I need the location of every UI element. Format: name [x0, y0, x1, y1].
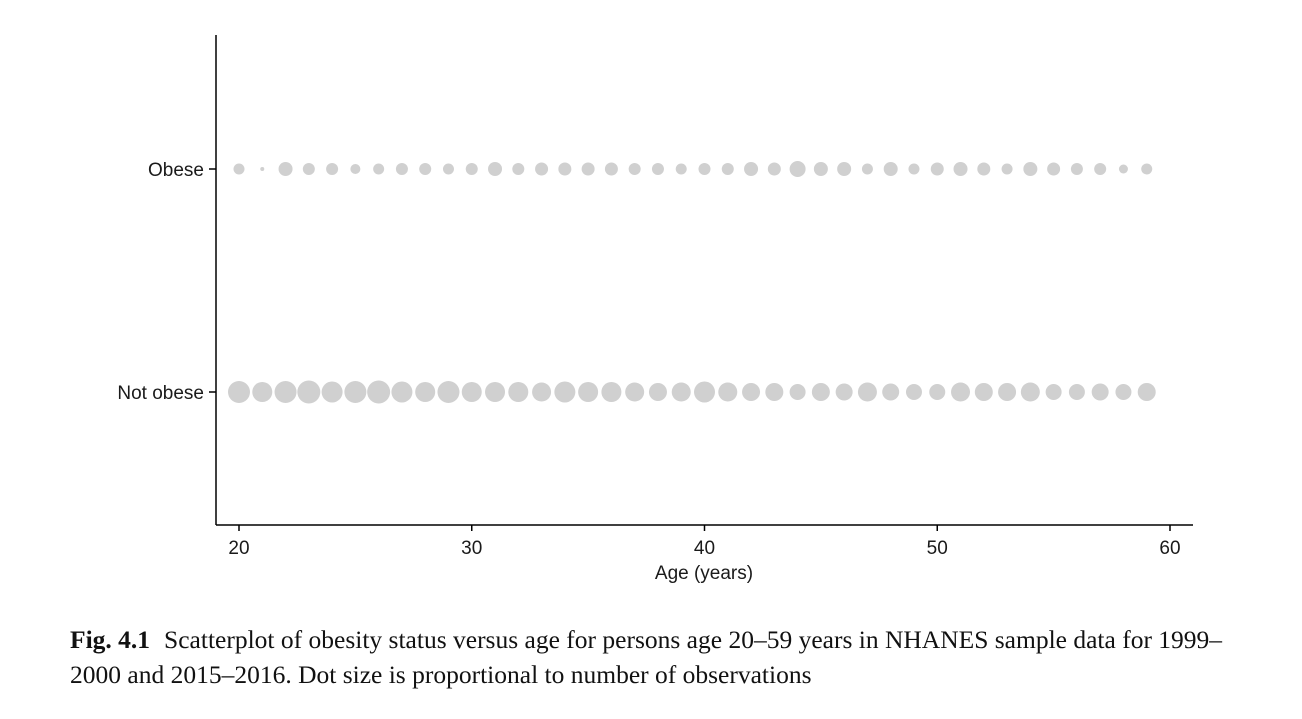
data-point: [252, 382, 273, 402]
data-point: [442, 163, 454, 175]
scatter-plot: 20 30 40 50 60 Not obese Obese Age (years): [117, 35, 1193, 584]
data-point: [671, 382, 691, 402]
caption-text: Scatterplot of obesity status versus age…: [70, 625, 1223, 689]
data-point: [532, 382, 552, 402]
data-point: [508, 382, 529, 402]
data-point: [974, 383, 993, 401]
data-point: [367, 380, 391, 404]
data-point: [260, 167, 265, 171]
data-point: [765, 383, 784, 401]
data-point: [1118, 164, 1128, 174]
data-point: [744, 162, 759, 176]
data-point: [813, 162, 828, 176]
data-point: [326, 163, 339, 175]
data-point: [461, 382, 482, 402]
figure-label: Fig. 4.1: [70, 625, 151, 654]
data-point: [951, 382, 971, 402]
data-point: [930, 162, 944, 176]
data-point: [675, 163, 687, 175]
data-point: [278, 162, 293, 176]
data-point: [391, 381, 413, 403]
data-point: [1091, 383, 1109, 401]
data-point: [350, 164, 361, 174]
series-not-obese: [228, 380, 1156, 404]
data-point: [1141, 163, 1153, 175]
data-point: [395, 163, 408, 175]
data-point: [415, 382, 436, 402]
data-points: [228, 161, 1156, 404]
data-point: [857, 382, 877, 402]
x-tick-label: 40: [694, 538, 715, 559]
data-point: [882, 383, 900, 401]
data-point: [929, 384, 946, 400]
y-tick-label: Obese: [148, 160, 204, 181]
x-tick-label: 50: [927, 538, 948, 559]
data-point: [953, 162, 968, 176]
data-point: [628, 163, 641, 175]
data-point: [297, 380, 321, 404]
data-point: [419, 163, 432, 175]
data-point: [837, 162, 852, 176]
series-obese: [233, 161, 1153, 177]
data-point: [883, 162, 898, 176]
data-point: [648, 383, 667, 401]
data-point: [625, 382, 645, 402]
data-point: [373, 163, 385, 175]
data-point: [535, 162, 549, 176]
data-point: [694, 381, 715, 403]
data-point: [578, 382, 599, 402]
figure-caption: Fig. 4.1 Scatterplot of obesity status ve…: [70, 622, 1250, 692]
data-point: [558, 162, 572, 176]
data-point: [718, 382, 738, 402]
data-point: [488, 162, 503, 176]
y-axis-ticks: Not obese Obese: [117, 160, 216, 404]
data-point: [977, 162, 991, 176]
data-point: [581, 162, 595, 176]
data-point: [512, 163, 525, 175]
data-point: [905, 384, 922, 400]
axes: [215, 35, 1193, 526]
data-point: [789, 384, 806, 400]
data-point: [1023, 162, 1038, 176]
data-point: [789, 161, 806, 177]
x-axis-ticks: 20 30 40 50 60: [228, 525, 1181, 559]
data-point: [228, 381, 250, 403]
data-point: [344, 381, 367, 403]
data-point: [1070, 163, 1083, 175]
data-point: [321, 381, 343, 403]
data-point: [1115, 384, 1132, 400]
data-point: [485, 382, 506, 402]
data-point: [767, 162, 781, 176]
data-point: [274, 381, 297, 403]
data-point: [721, 163, 734, 175]
data-point: [651, 163, 664, 175]
x-tick-label: 30: [461, 538, 482, 559]
data-point: [742, 383, 761, 401]
data-point: [1020, 382, 1040, 402]
data-point: [601, 382, 622, 402]
y-tick-label: Not obese: [117, 383, 204, 404]
data-point: [1068, 384, 1085, 400]
x-tick-label: 20: [228, 538, 249, 559]
data-point: [908, 163, 920, 175]
data-point: [302, 163, 315, 175]
data-point: [604, 162, 618, 176]
data-point: [465, 163, 478, 175]
data-point: [998, 383, 1017, 401]
data-point: [554, 381, 576, 403]
data-point: [437, 381, 460, 403]
data-point: [835, 383, 853, 401]
data-point: [811, 383, 830, 401]
data-point: [1045, 384, 1062, 400]
x-tick-label: 60: [1159, 538, 1180, 559]
x-axis-title: Age (years): [655, 563, 753, 584]
data-point: [1137, 383, 1156, 401]
data-point: [233, 163, 245, 175]
data-point: [1047, 162, 1061, 176]
data-point: [1094, 163, 1107, 175]
data-point: [1001, 163, 1013, 175]
data-point: [698, 163, 711, 175]
data-point: [861, 163, 873, 175]
